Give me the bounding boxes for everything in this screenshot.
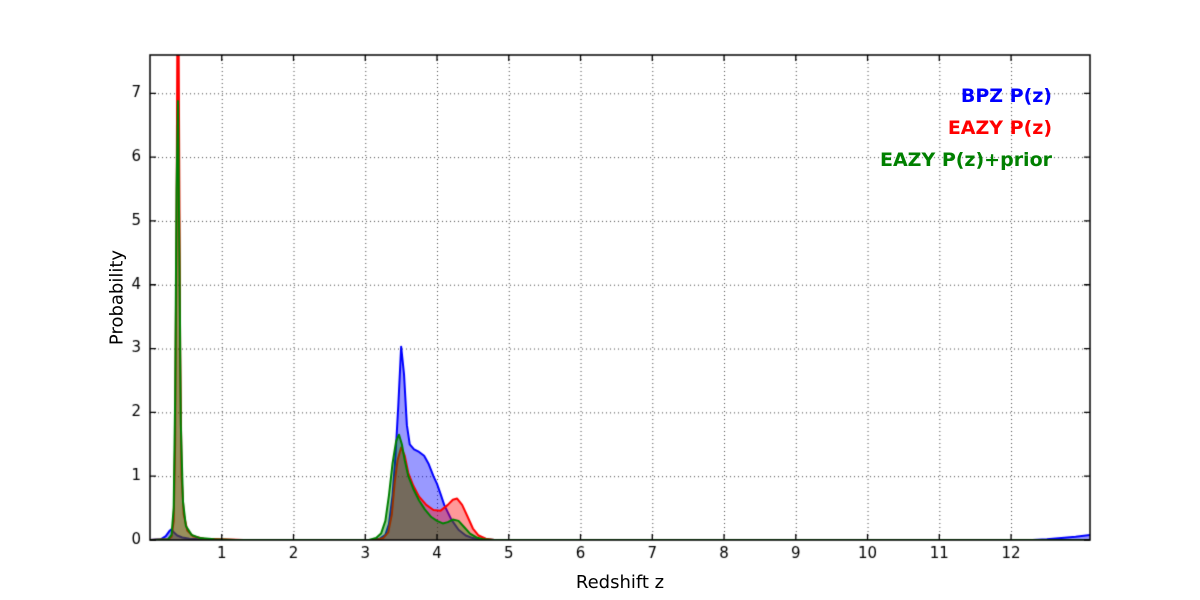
legend: BPZ P(z) EAZY P(z) EAZY P(z)+prior [880,80,1052,176]
legend-item-eazy-prior: EAZY P(z)+prior [879,149,1052,171]
legend-item-bpz: BPZ P(z) [960,85,1052,107]
x-axis-label: Redshift z [575,572,665,593]
legend-item-eazy: EAZY P(z) [947,117,1052,139]
y-axis-label: Probability [106,249,128,346]
